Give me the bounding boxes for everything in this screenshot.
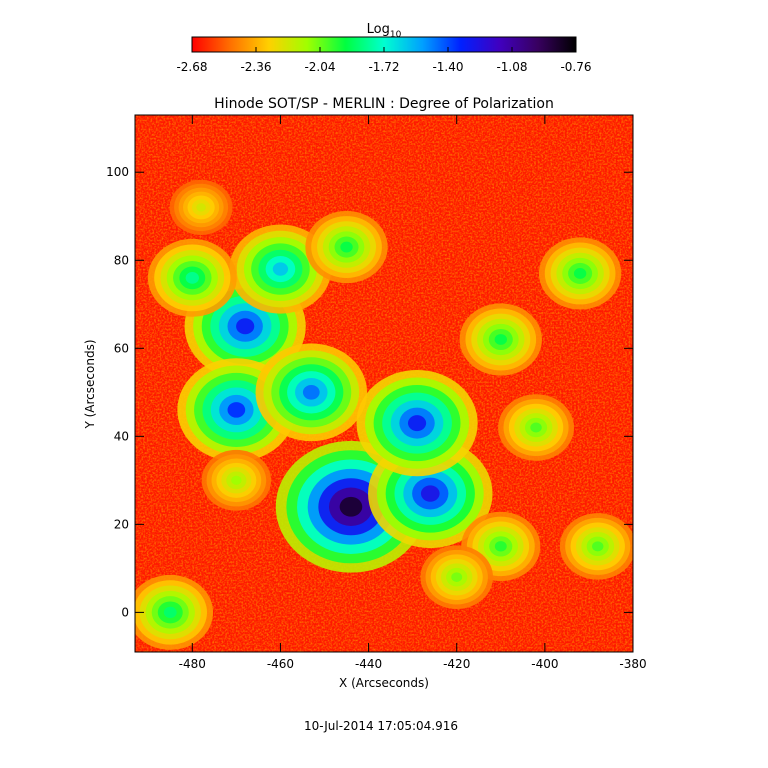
timestamp: 10-Jul-2014 17:05:04.916: [304, 719, 458, 733]
x-tick-label: -440: [355, 657, 382, 671]
polarization-feature: [201, 449, 272, 511]
colorbar-tick-label: -1.08: [496, 60, 527, 74]
feature-contour: [451, 572, 463, 582]
x-axis-label: X (Arcseconds): [339, 676, 429, 690]
y-tick-label: 20: [114, 517, 129, 531]
x-tick-label: -420: [443, 657, 470, 671]
chart-title: Hinode SOT/SP - MERLIN : Degree of Polar…: [214, 96, 554, 112]
feature-contour: [573, 268, 587, 279]
polarization-feature: [135, 574, 214, 650]
colorbar-tick-label: -2.68: [176, 60, 207, 74]
polarization-feature: [169, 179, 233, 236]
feature-contour: [196, 203, 206, 212]
polarization-feature: [305, 210, 388, 284]
feature-contour: [231, 475, 242, 485]
y-tick-label: 0: [121, 605, 129, 619]
y-tick-label: 100: [106, 165, 129, 179]
polarization-feature: [459, 303, 542, 376]
polarization-feature: [356, 370, 478, 477]
polarization-feature: [147, 238, 237, 317]
y-axis: 0 20 40 60 80 100: [106, 165, 633, 619]
x-axis: -480 -460 -440 -420 -400 -380: [179, 115, 647, 671]
feature-contour: [236, 318, 255, 335]
feature-contour: [339, 496, 363, 517]
x-tick-label: -460: [267, 657, 294, 671]
colorbar-ticks: -2.68 -2.36 -2.04 -1.72 -1.40 -1.08 -0.76: [176, 47, 592, 74]
colorbar-tick-label: -1.40: [432, 60, 463, 74]
feature-contour: [227, 402, 246, 418]
colorbar-label: Log10: [367, 22, 402, 40]
feature-contour: [407, 415, 427, 432]
feature-contour: [185, 272, 199, 284]
feature-contour: [494, 541, 507, 552]
feature-contour: [530, 422, 542, 433]
polarization-feature: [420, 545, 494, 610]
polarization-feature: [498, 394, 574, 461]
feature-contour: [272, 262, 289, 276]
feature-contour: [494, 334, 507, 345]
feature-contour: [340, 241, 353, 253]
colorbar-tick-label: -2.36: [240, 60, 271, 74]
polarization-feature: [559, 513, 633, 580]
polarization-feature: [538, 237, 622, 310]
y-tick-label: 60: [114, 341, 129, 355]
colorbar-tick-label: -0.76: [560, 60, 591, 74]
x-tick-label: -480: [179, 657, 206, 671]
feature-contour: [420, 485, 440, 502]
y-tick-label: 40: [114, 429, 129, 443]
feature-contour: [302, 384, 320, 400]
x-tick-label: -400: [531, 657, 558, 671]
polarization-feature: [229, 224, 332, 314]
plot-frame: [134, 114, 634, 653]
x-tick-label: -380: [619, 657, 646, 671]
y-tick-label: 80: [114, 253, 129, 267]
colorbar-tick-label: -1.72: [368, 60, 399, 74]
y-axis-label: Y (Arcseconds): [83, 339, 97, 429]
feature-contour: [592, 541, 604, 552]
polarization-feature: [255, 343, 368, 442]
plot-area: [135, 115, 633, 652]
feature-contour: [163, 606, 177, 619]
colorbar-tick-label: -2.04: [304, 60, 335, 74]
